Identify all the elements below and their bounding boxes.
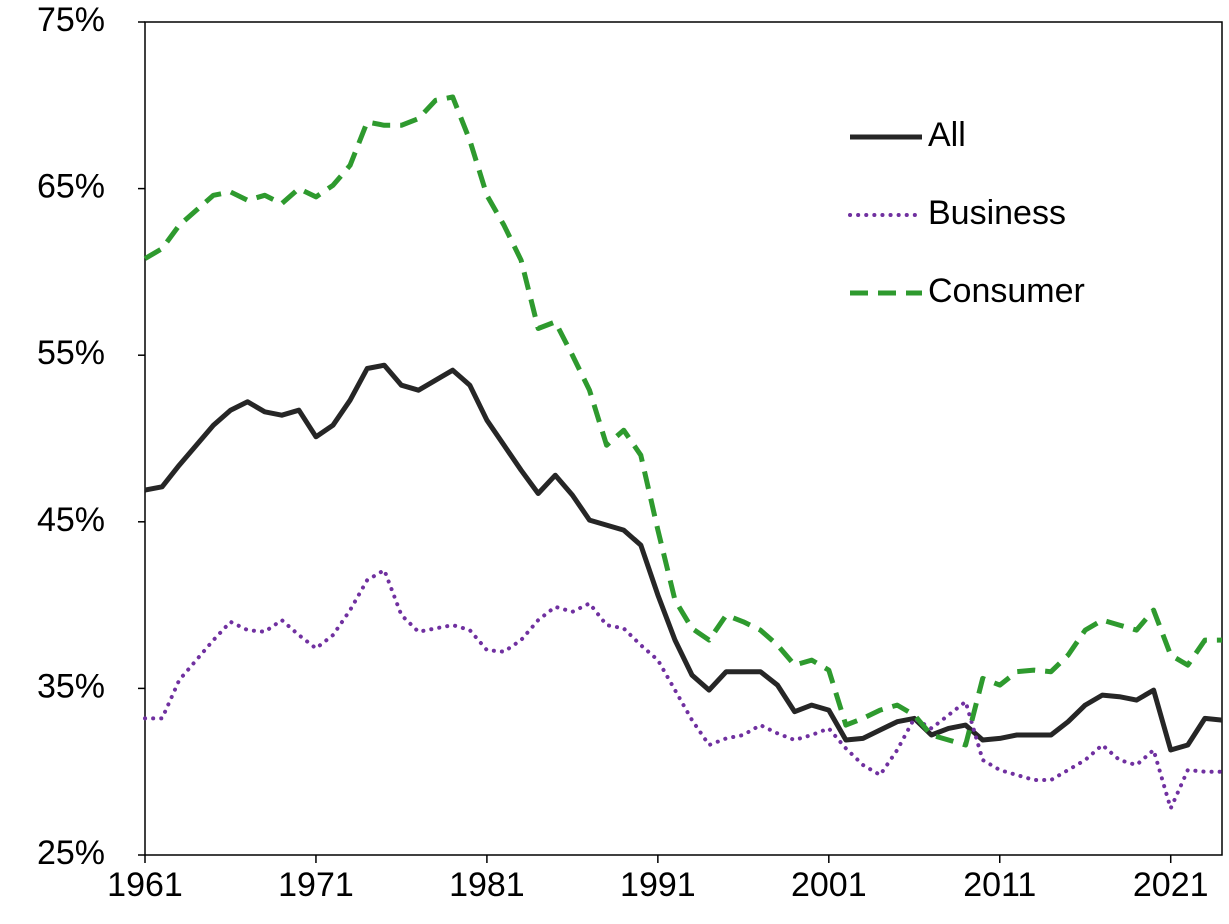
series-line	[143, 568, 1224, 811]
y-tick-label: 25%	[37, 834, 105, 872]
x-tick-label: 1961	[107, 866, 183, 904]
plot-frame	[144, 21, 1223, 856]
y-tick-label: 35%	[37, 667, 105, 705]
x-tick-label: 1971	[278, 866, 354, 904]
x-tick-label: 1981	[449, 866, 525, 904]
x-tick-label: 2011	[963, 866, 1036, 904]
x-tick-label: 2001	[791, 866, 867, 904]
legend-label: Business	[928, 194, 1066, 232]
y-tick-label: 75%	[37, 1, 105, 39]
series-line	[143, 94, 1222, 748]
x-tick-label: 1991	[620, 866, 696, 904]
legend-label: Consumer	[928, 272, 1085, 310]
y-tick-label: 45%	[37, 501, 105, 539]
legend-label: All	[928, 116, 966, 154]
x-tick-label: 2021	[1133, 866, 1209, 904]
y-tick-label: 65%	[37, 168, 105, 206]
series-line	[144, 362, 1223, 753]
y-tick-label: 55%	[37, 334, 105, 372]
